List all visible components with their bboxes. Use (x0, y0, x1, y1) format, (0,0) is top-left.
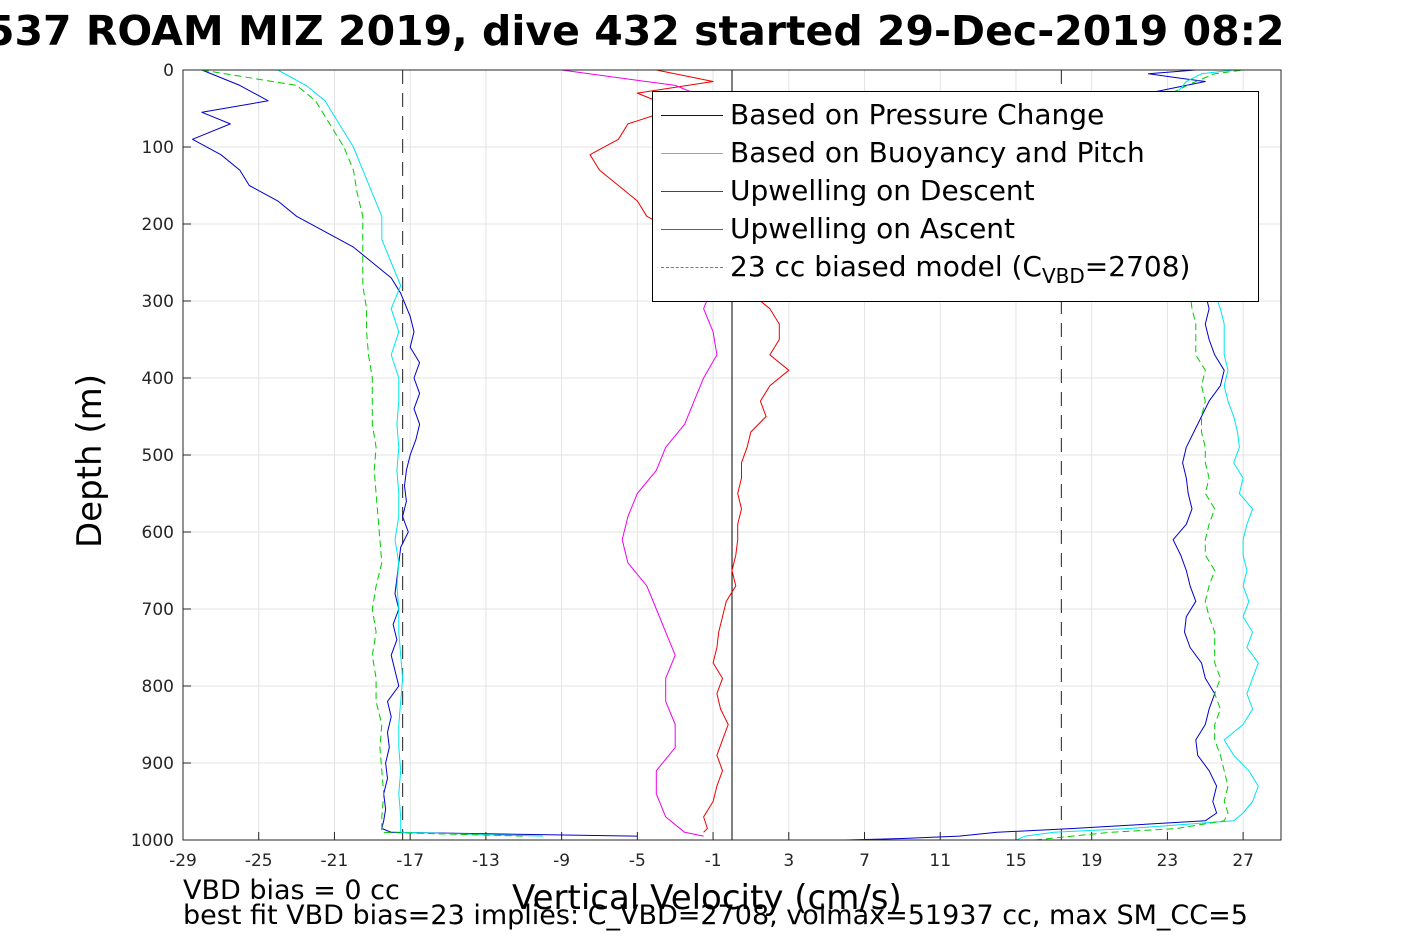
series-upwelling-on-descent-line (589, 69, 790, 833)
legend-entry-pressure: Based on Pressure Change (653, 96, 1258, 134)
y-tick-label: 200 (142, 215, 174, 235)
x-tick-label: 7 (859, 851, 870, 871)
y-tick-label: 500 (142, 446, 174, 466)
y-tick-label: 800 (142, 677, 174, 697)
legend-entry-upwelling-descent: Upwelling on Descent (653, 172, 1258, 210)
y-tick-label: 600 (142, 523, 174, 543)
legend: Based on Pressure Change Based on Buoyan… (652, 91, 1259, 302)
x-tick-label: 3 (783, 851, 794, 871)
legend-swatch (661, 153, 723, 154)
legend-swatch (661, 267, 723, 268)
legend-entry-buoyancy: Based on Buoyancy and Pitch (653, 134, 1258, 172)
y-tick-label: 400 (142, 369, 174, 389)
vbd-bias-note: VBD bias = 0 cc (183, 875, 400, 906)
series-based-on-pressure-change-descent-line (192, 69, 638, 837)
plot-frame (182, 69, 1282, 841)
legend-swatch (661, 229, 723, 230)
x-tick-label: -13 (472, 851, 500, 871)
x-tick-label: -21 (321, 851, 349, 871)
legend-entry-biased-model: 23 cc biased model (CVBD=2708) (653, 248, 1258, 286)
y-axis-label-text: Depth (m) (70, 373, 110, 549)
legend-entry-upwelling-ascent: Upwelling on Ascent (653, 210, 1258, 248)
y-tick-labels: 0 100 200 300 400 500 600 700 800 900 1000 (131, 61, 174, 851)
x-tick-label: -25 (245, 851, 273, 871)
x-tick-label: 11 (929, 851, 951, 871)
chart-title: 537 ROAM MIZ 2019, dive 432 started 29-D… (0, 7, 1285, 55)
x-tick-label: 19 (1081, 851, 1103, 871)
x-tick-label: -9 (553, 851, 570, 871)
x-tick-label: -5 (629, 851, 646, 871)
x-tick-label: -17 (396, 851, 424, 871)
y-tick-label: 700 (142, 600, 174, 620)
series-based-on-buoyancy-and-pitch-descent-line (277, 69, 543, 837)
x-tick-labels: -29 -25 -21 -17 -13 -9 -5 -1 3 7 11 15 19 23 27 (169, 851, 1254, 871)
x-tick-label: 23 (1157, 851, 1179, 871)
series-23-cc-biased-model-descent-line (201, 69, 524, 837)
legend-swatch (661, 191, 723, 192)
legend-label: Upwelling on Descent (730, 174, 1035, 207)
y-tick-label: 900 (142, 754, 174, 774)
legend-label: 23 cc biased model (CVBD=2708) (730, 250, 1191, 288)
y-tick-label: 300 (142, 292, 174, 312)
legend-label: Based on Buoyancy and Pitch (730, 136, 1145, 169)
x-tick-label: 15 (1005, 851, 1027, 871)
x-tick-label: 27 (1232, 851, 1254, 871)
legend-label: Upwelling on Ascent (730, 212, 1016, 245)
y-tick-label: 1000 (131, 831, 174, 851)
best-fit-note: best fit VBD bias=23 implies: C_VBD=2708… (183, 900, 1248, 931)
x-tick-label: -29 (169, 851, 197, 871)
y-tick-label: 0 (163, 61, 174, 81)
legend-label: Based on Pressure Change (730, 98, 1105, 131)
x-axis-label: Vertical Velocity (cm/s) (512, 878, 902, 918)
y-tick-label: 100 (142, 138, 174, 158)
legend-swatch (661, 115, 723, 116)
x-tick-label: -1 (705, 851, 722, 871)
